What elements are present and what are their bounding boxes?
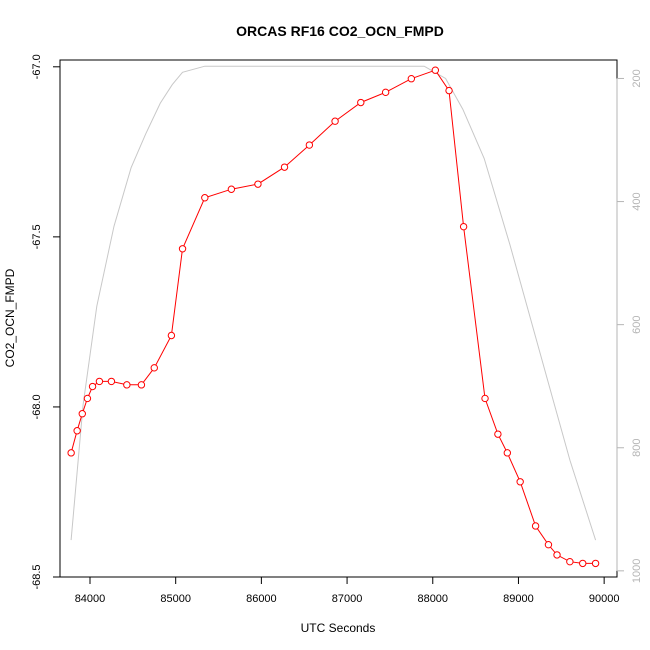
data-point [553,551,561,559]
x-axis: 84000 85000 86000 87000 88000 89000 90000 [75,576,620,605]
data-point [280,163,289,171]
data-point [254,180,262,188]
y2-tick-label: 600 [631,315,643,333]
chart-title: ORCAS RF16 CO2_OCN_FMPD [236,23,444,39]
data-point [178,245,187,253]
x-axis-label: UTC Seconds [301,621,376,635]
data-point [67,449,75,457]
data-point [459,222,468,231]
data-point [78,410,86,418]
data-point [83,394,92,403]
x-tick-label: 89000 [503,593,534,605]
data-point [73,427,81,435]
y2-tick-label: 200 [631,69,643,87]
data-point [88,382,97,391]
data-point [107,377,116,386]
data-point [357,98,365,107]
data-point [591,559,600,568]
primary-series-line [70,69,596,564]
data-point [95,377,104,386]
x-tick-label: 85000 [160,593,191,605]
y2-tick-label: 1000 [631,559,643,583]
y-tick-label: -68.5 [31,564,43,589]
x-tick-label: 90000 [589,593,620,605]
y-tick-label: -67.5 [31,224,43,249]
y2-tick-label: 800 [631,439,643,457]
data-point [150,364,158,372]
data-point [516,478,524,486]
series-layer [67,65,600,568]
y-tick-label: -68.0 [31,394,43,419]
data-point [137,381,146,389]
data-point [201,194,209,202]
data-point [531,522,540,530]
y-axis: -68.5 -68.0 -67.5 -67.0 [31,54,61,590]
plot-box [59,59,618,578]
secondary-series-line [70,65,597,541]
data-point [407,75,416,83]
data-point [381,88,390,97]
data-point [494,430,502,438]
y-axis-label: CO2_OCN_FMPD [3,268,17,367]
data-point [431,66,440,74]
data-point [566,557,574,566]
y-tick-label: -67.0 [31,54,43,79]
data-point [227,185,236,193]
secondary-y-axis: 200 400 600 800 1000 [616,69,643,583]
data-point [305,141,314,149]
y2-tick-label: 400 [631,192,643,210]
data-point [445,86,453,95]
data-point [123,381,131,389]
x-tick-label: 84000 [75,593,106,605]
x-tick-label: 88000 [417,593,448,605]
data-point [544,540,553,549]
data-point [167,331,176,340]
x-tick-label: 86000 [246,593,277,605]
data-point [481,394,489,403]
data-point [331,117,339,125]
data-point [503,449,512,457]
data-point [579,559,587,568]
x-tick-label: 87000 [332,593,363,605]
